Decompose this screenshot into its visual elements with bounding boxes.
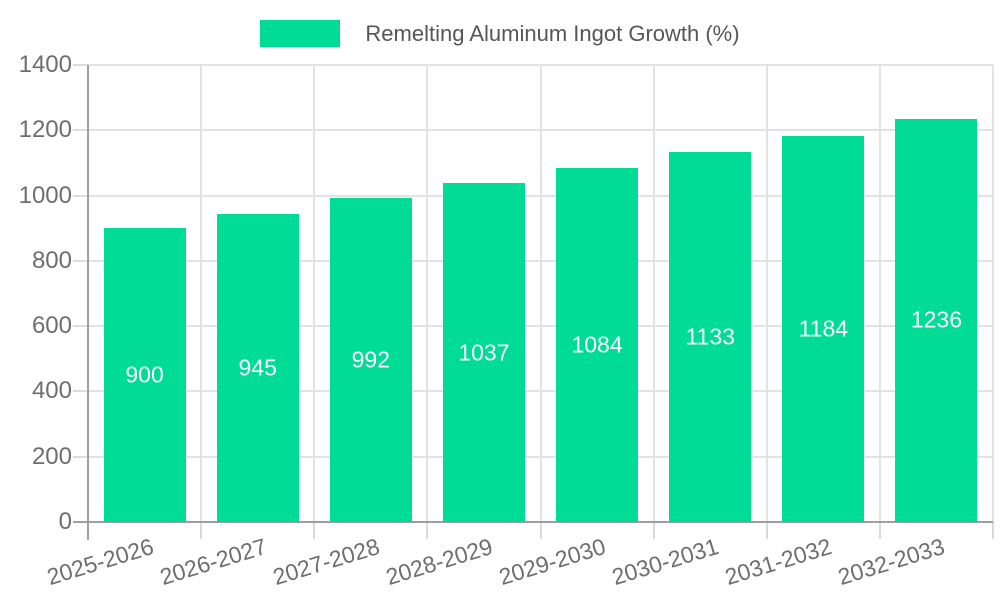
- x-axis-tick: [200, 522, 203, 539]
- chart-legend[interactable]: Remelting Aluminum Ingot Growth (%): [0, 20, 1000, 47]
- bar: [442, 183, 525, 522]
- x-grid-line: [878, 65, 881, 522]
- x-grid-line: [992, 65, 994, 522]
- legend-label: Remelting Aluminum Ingot Growth (%): [365, 20, 740, 46]
- bar-value-label: 1084: [571, 331, 623, 358]
- x-axis-tick: [992, 522, 994, 539]
- bar: [216, 213, 299, 522]
- bar: [895, 118, 978, 522]
- x-tick-label: 2027-2028: [269, 533, 383, 591]
- x-grid-line: [200, 65, 203, 522]
- x-grid-line: [539, 65, 542, 522]
- y-tick-label: 600: [31, 312, 72, 340]
- y-axis-tick: [73, 194, 88, 197]
- y-tick-label: 1200: [18, 116, 72, 144]
- bar: [329, 198, 412, 522]
- bar: [103, 228, 186, 522]
- x-tick-label: 2029-2030: [495, 533, 609, 591]
- legend-swatch-icon: [260, 20, 341, 47]
- x-axis-tick: [539, 522, 542, 539]
- y-axis-tick: [73, 259, 88, 262]
- y-tick-label: 1000: [18, 181, 72, 209]
- x-axis-tick: [878, 522, 881, 539]
- x-tick-label: 2031-2032: [722, 533, 835, 591]
- x-axis-tick: [426, 522, 429, 539]
- x-grid-line: [313, 65, 316, 522]
- y-axis-tick: [73, 390, 88, 393]
- y-tick-label: 200: [31, 442, 72, 470]
- x-grid-line: [652, 65, 655, 522]
- x-tick-label: 2030-2031: [608, 533, 722, 591]
- bar: [669, 152, 752, 522]
- bar-value-label: 945: [238, 354, 277, 381]
- x-axis-tick: [765, 522, 768, 539]
- bar-value-label: 1133: [685, 323, 735, 350]
- bar-value-label: 1037: [458, 339, 510, 366]
- bar-value-label: 1236: [910, 306, 963, 333]
- bar: [556, 168, 639, 522]
- bar-value-label: 900: [125, 361, 164, 388]
- x-tick-label: 2028-2029: [382, 533, 496, 591]
- x-grid-line: [426, 65, 429, 522]
- x-axis-tick: [313, 522, 316, 539]
- x-axis-tick: [652, 522, 655, 539]
- bar-value-label: 992: [351, 346, 390, 373]
- y-axis-line: [87, 65, 89, 540]
- y-tick-label: 0: [58, 508, 72, 535]
- x-tick-label: 2026-2027: [156, 533, 270, 591]
- y-axis-tick: [73, 64, 88, 66]
- y-tick-label: 400: [31, 377, 72, 405]
- x-tick-label: 2025-2026: [43, 533, 157, 591]
- y-axis-tick: [73, 455, 88, 458]
- y-axis-tick: [73, 325, 88, 328]
- bar: [782, 135, 865, 522]
- y-axis-tick: [73, 129, 88, 132]
- x-grid-line: [765, 65, 768, 522]
- y-tick-label: 800: [31, 246, 72, 274]
- x-axis-line: [73, 521, 993, 523]
- x-tick-label: 2032-2033: [835, 533, 949, 591]
- bar-value-label: 1184: [798, 315, 849, 342]
- y-tick-label: 1400: [18, 51, 72, 78]
